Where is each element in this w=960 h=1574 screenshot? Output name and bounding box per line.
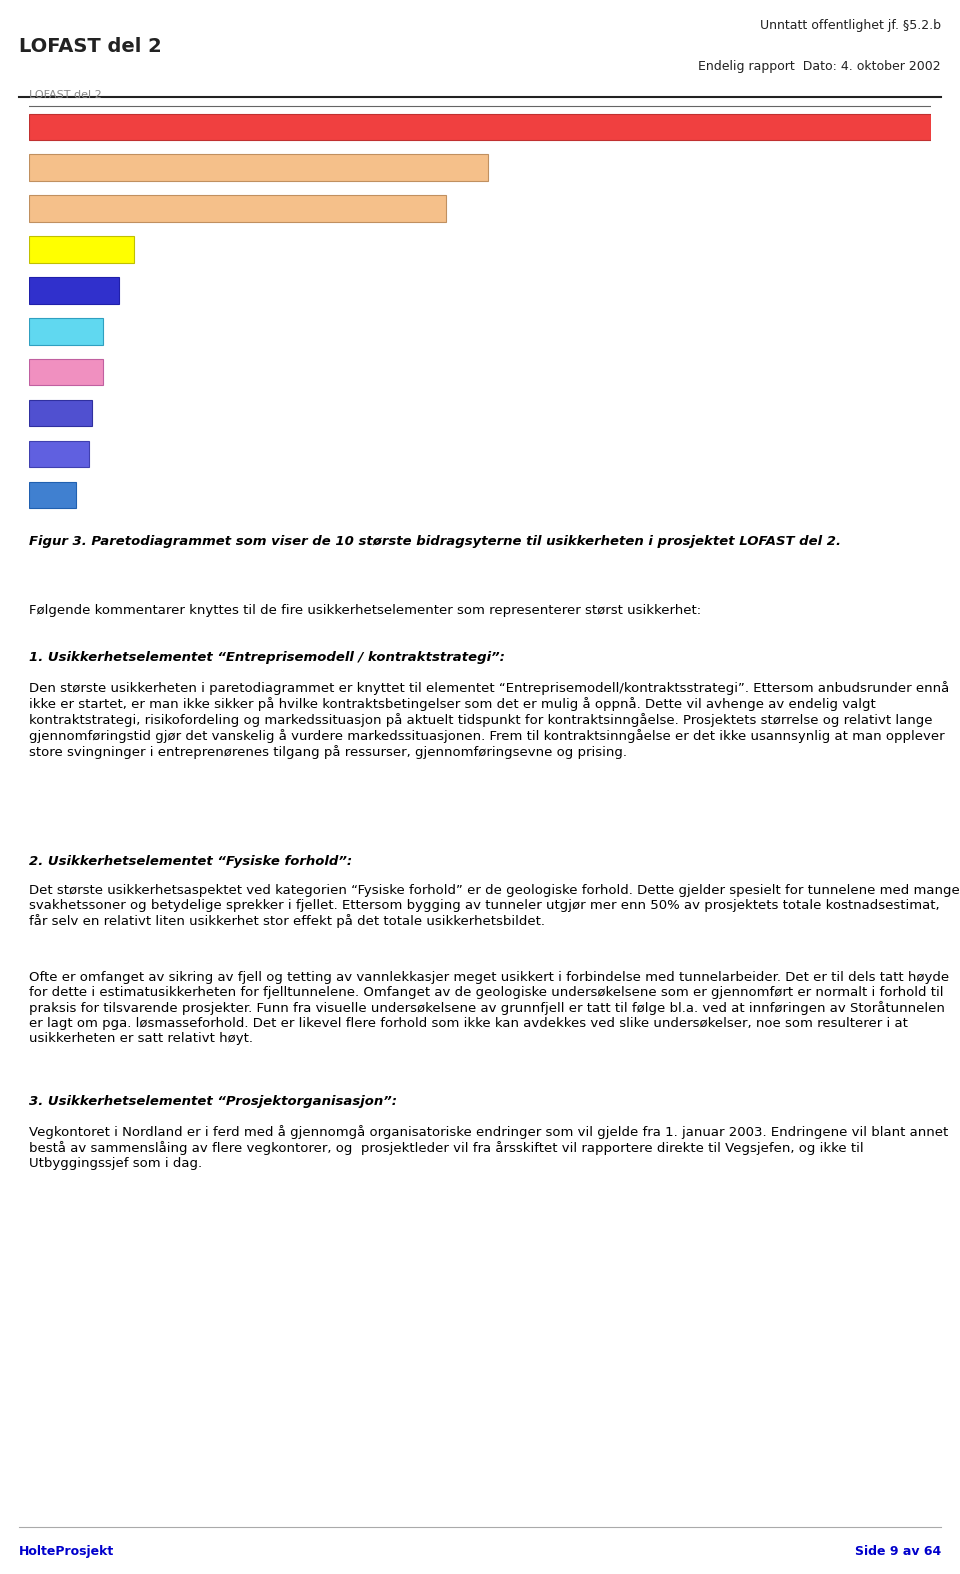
Text: Side 9 av 64: Side 9 av 64 (854, 1546, 941, 1558)
FancyBboxPatch shape (29, 359, 103, 386)
Text: LOFAST del 2: LOFAST del 2 (19, 36, 162, 55)
FancyBboxPatch shape (29, 318, 103, 345)
Text: 2. Usikkerhetselementet “Fysiske forhold”:: 2. Usikkerhetselementet “Fysiske forhold… (29, 855, 352, 867)
Text: Vegkontoret i Nordland er i ferd med å gjennomgå organisatoriske endringer som v: Vegkontoret i Nordland er i ferd med å g… (29, 1125, 948, 1169)
Text: 3. Usikkerhetselementet “Prosjektorganisasjon”:: 3. Usikkerhetselementet “Prosjektorganis… (29, 1096, 396, 1108)
Text: 1. Usikkerhetselementet “Entreprisemodell / kontraktstrategi”:: 1. Usikkerhetselementet “Entreprisemodel… (29, 652, 505, 664)
Text: Ofte er omfanget av sikring av fjell og tetting av vannlekkasjer meget usikkert : Ofte er omfanget av sikring av fjell og … (29, 971, 948, 1045)
Text: LOFAST del 2: LOFAST del 2 (29, 90, 102, 101)
Text: Den største usikkerheten i paretodiagrammet er knyttet til elementet “Entreprise: Den største usikkerheten i paretodiagram… (29, 682, 949, 759)
Text: Figur 3. Paretodiagrammet som viser de 10 største bidragsyterne til usikkerheten: Figur 3. Paretodiagrammet som viser de 1… (29, 535, 841, 548)
Text: Det største usikkerhetsaspektet ved kategorien “Fysiske forhold” er de geologisk: Det største usikkerhetsaspektet ved kate… (29, 885, 960, 929)
Text: Unntatt offentlighet jf. §5.2.b: Unntatt offentlighet jf. §5.2.b (759, 19, 941, 31)
FancyBboxPatch shape (29, 236, 134, 263)
FancyBboxPatch shape (29, 400, 92, 427)
FancyBboxPatch shape (29, 441, 89, 467)
FancyBboxPatch shape (29, 154, 488, 181)
FancyBboxPatch shape (29, 277, 118, 304)
Text: Følgende kommentarer knyttes til de fire usikkerhetselementer som representerer : Følgende kommentarer knyttes til de fire… (29, 604, 701, 617)
FancyBboxPatch shape (29, 113, 931, 140)
FancyBboxPatch shape (29, 482, 76, 508)
Text: HolteProsjekt: HolteProsjekt (19, 1546, 114, 1558)
FancyBboxPatch shape (29, 195, 445, 222)
Text: Endelig rapport  Dato: 4. oktober 2002: Endelig rapport Dato: 4. oktober 2002 (698, 60, 941, 72)
